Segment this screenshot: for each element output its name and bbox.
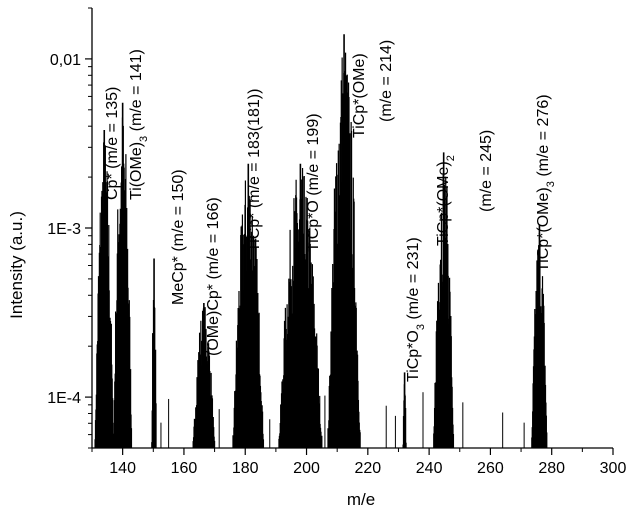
y-tick-label: 0,01 [50, 52, 81, 69]
x-tick-label: 260 [477, 460, 504, 477]
x-axis-title: m/e [347, 490, 375, 509]
x-tick-label: 160 [171, 460, 198, 477]
peak-label: (OMe)Cp* (m/e = 166) [205, 197, 222, 356]
peak-label: MeCp* (m/e = 150) [170, 169, 187, 305]
peak-label: TiCp*(OMe)2 [435, 155, 457, 246]
peak-label: (m/e = 214) [378, 40, 395, 122]
peak-label: (m/e = 245) [478, 130, 495, 212]
peak-label: Ti(OMe)3 (m/e = 141) [128, 49, 150, 200]
axes: 140 160 180 200 220 240 260 280 300 1E-4 1E-3 0,01 [47, 7, 627, 477]
y-axis-title: Intensity (a.u.) [7, 211, 26, 319]
peak-label: TiCp*O (m/e = 199) [305, 113, 322, 252]
x-tick-label: 220 [354, 460, 381, 477]
x-tick-label: 280 [538, 460, 565, 477]
peak-label: TiCp*(OMe) [351, 53, 368, 138]
peak-label: TiCp* (m/e = 183(181)) [246, 89, 263, 252]
y-tick-label: 1E-3 [47, 221, 81, 238]
x-tick-label: 140 [109, 460, 136, 477]
x-tick-label: 240 [416, 460, 443, 477]
x-tick-label: 300 [600, 460, 627, 477]
spectrum-bars [94, 34, 548, 448]
x-tick-label: 180 [232, 460, 259, 477]
y-tick-label: 1E-4 [47, 390, 81, 407]
peak-label: Cp* (m/e = 135) [104, 87, 121, 200]
x-tick-label: 200 [293, 460, 320, 477]
peak-label: TiCp*(OMe)3 (m/e = 276) [535, 94, 557, 272]
peak-label: TiCp*O3 (m/e = 231) [405, 237, 427, 382]
peak-labels: Cp* (m/e = 135) Ti(OMe)3 (m/e = 141) MeCp*… [104, 40, 557, 382]
